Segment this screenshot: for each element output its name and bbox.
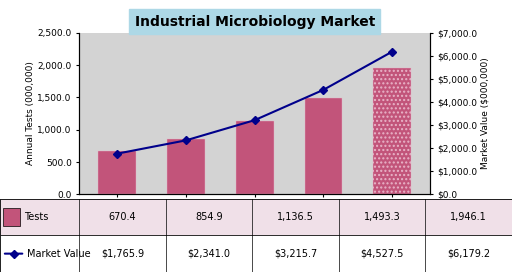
Y-axis label: Annual Tests (000,000): Annual Tests (000,000) <box>26 62 35 165</box>
Text: $6,179.2: $6,179.2 <box>447 249 490 259</box>
Text: $4,527.5: $4,527.5 <box>360 249 404 259</box>
Text: $3,215.7: $3,215.7 <box>274 249 317 259</box>
Text: Market Value: Market Value <box>27 249 91 259</box>
Y-axis label: Market Value ($000,000): Market Value ($000,000) <box>481 58 489 169</box>
Title: Industrial Microbiology Market: Industrial Microbiology Market <box>135 15 375 29</box>
Bar <box>373 69 411 194</box>
Text: 1,136.5: 1,136.5 <box>277 212 314 222</box>
Text: 854.9: 854.9 <box>196 212 223 222</box>
Bar <box>236 121 273 194</box>
Text: Tests: Tests <box>24 212 48 222</box>
Bar <box>3 208 20 226</box>
Text: 1,493.3: 1,493.3 <box>364 212 400 222</box>
Text: 670.4: 670.4 <box>109 212 136 222</box>
Text: $1,765.9: $1,765.9 <box>101 249 144 259</box>
Bar <box>0 199 512 235</box>
Text: 1,946.1: 1,946.1 <box>451 212 487 222</box>
Bar <box>0 235 512 272</box>
Bar <box>98 151 136 194</box>
Bar <box>167 139 205 194</box>
Text: $2,341.0: $2,341.0 <box>188 249 230 259</box>
Bar <box>305 98 343 194</box>
